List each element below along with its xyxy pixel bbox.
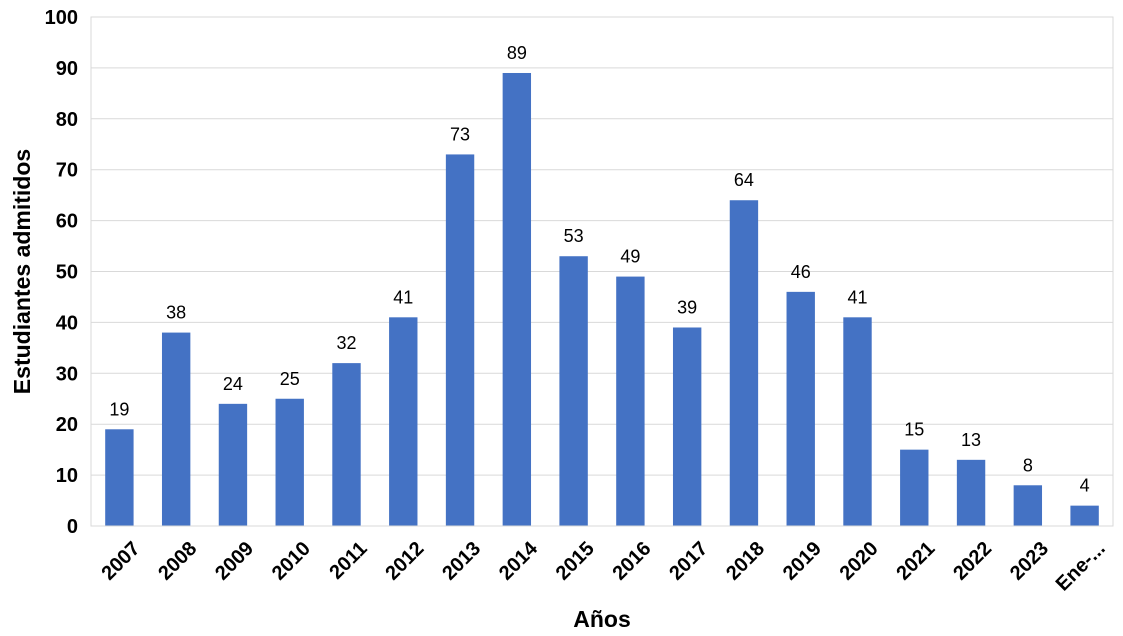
data-label: 25 (280, 369, 300, 389)
data-label: 19 (109, 399, 129, 419)
data-label: 73 (450, 124, 470, 144)
x-tick-label: 2022 (949, 538, 996, 585)
bar-2015 (559, 256, 588, 526)
bar-2010 (275, 398, 304, 526)
data-label: 53 (564, 226, 584, 246)
bar-2020 (843, 317, 872, 526)
x-tick-label: 2008 (154, 538, 201, 585)
bar-2012 (389, 317, 418, 526)
data-label: 4 (1080, 476, 1090, 496)
x-tick-label: 2023 (1006, 538, 1053, 585)
data-label: 8 (1023, 455, 1033, 475)
data-label: 46 (791, 262, 811, 282)
gridlines (91, 67, 1113, 476)
y-axis-title: Estudiantes admitidos (9, 149, 35, 394)
y-tick-label: 40 (56, 312, 78, 334)
x-tick-label: 2007 (98, 538, 145, 585)
data-label: 64 (734, 170, 754, 190)
bar-2022 (956, 459, 986, 526)
y-tick-label: 50 (56, 262, 78, 284)
data-label: 41 (847, 287, 867, 307)
data-label: 39 (677, 297, 697, 317)
x-tick-label: 2014 (495, 537, 543, 585)
data-label: 89 (507, 43, 527, 63)
x-tick-label: 2021 (892, 538, 939, 585)
bar-2014 (502, 72, 532, 527)
plot-frame (90, 16, 1114, 527)
x-tick-label: Ene-... (1052, 538, 1110, 596)
x-tick-label: 2012 (381, 538, 428, 585)
x-tick-label: 2018 (722, 538, 769, 585)
bars (105, 72, 1099, 527)
data-label: 49 (620, 247, 640, 267)
bar-2013 (445, 154, 475, 526)
bar-2021 (900, 449, 929, 526)
data-labels: 19 38 24 25 32 41 73 89 53 49 39 64 46 41 15 13 8 4 (109, 43, 1089, 496)
y-tick-label: 0 (67, 516, 78, 538)
bar-2018 (729, 200, 759, 527)
x-tick-label: 2011 (325, 538, 371, 584)
x-tick-label: 2009 (211, 538, 258, 585)
data-label: 38 (166, 303, 186, 323)
y-tick-label: 60 (56, 211, 78, 233)
y-tick-label: 100 (45, 7, 78, 29)
y-tick-label: 80 (56, 109, 78, 131)
bar-2008 (161, 332, 191, 526)
data-label: 13 (961, 430, 981, 450)
data-label: 32 (336, 333, 356, 353)
x-axis-ticks: 2007 2008 2009 2010 2011 2012 2013 2014 2015 2016… (98, 537, 1110, 596)
bar-2007 (105, 429, 134, 526)
bar-2011 (332, 363, 361, 526)
data-label: 41 (393, 287, 413, 307)
bar-2019 (786, 291, 815, 526)
x-tick-label: 2013 (438, 538, 485, 585)
x-tick-label: 2016 (609, 538, 656, 585)
y-tick-label: 90 (56, 58, 78, 80)
bar-2023 (1013, 485, 1043, 526)
y-axis-ticks: 0 10 20 30 40 50 60 70 80 90 100 (45, 7, 78, 538)
x-tick-label: 2015 (552, 538, 599, 585)
data-label: 15 (904, 420, 924, 440)
x-tick-label: 2017 (665, 538, 712, 585)
x-tick-label: 2010 (268, 538, 315, 585)
data-label: 24 (223, 374, 243, 394)
bar-2016 (616, 276, 645, 526)
y-tick-label: 30 (56, 363, 78, 385)
x-tick-label: 2020 (836, 538, 883, 585)
x-axis-title: Años (573, 606, 631, 632)
y-tick-label: 10 (56, 465, 78, 487)
y-tick-label: 70 (56, 160, 78, 182)
bar-ene (1070, 505, 1099, 526)
x-tick-label: 2019 (779, 538, 826, 585)
bar-2017 (672, 327, 702, 526)
y-tick-label: 20 (56, 414, 78, 436)
bar-2009 (218, 403, 248, 526)
